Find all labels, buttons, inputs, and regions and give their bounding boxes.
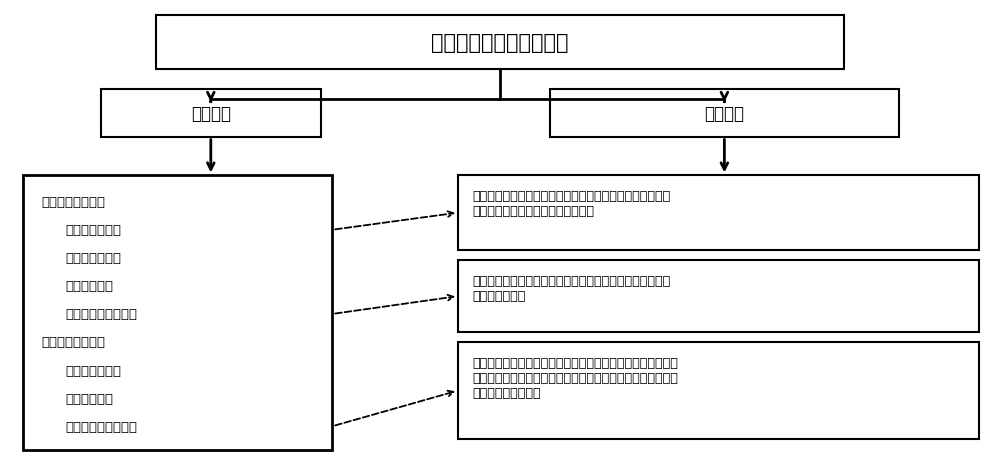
Text: 第一储液器工质储量: 第一储液器工质储量 [65, 420, 137, 433]
Text: 第一储液器饱和压力: 第一储液器饱和压力 [65, 308, 137, 321]
Bar [550, 90, 899, 137]
Text: 通过调节第一球阀的启闭对第一储液器内工质进行迁移、调节
第二球阀的启闭对第一储液器进行工质充注，进而改变第一储
液器内工质储存量。: 通过调节第一球阀的启闭对第一储液器内工质进行迁移、调节 第二球阀的启闭对第一储液… [472, 357, 678, 400]
Text: 影响变量: 影响变量 [191, 105, 231, 122]
Bar [458, 176, 979, 250]
Text: 通过减小第一膨胀阀开度降低预热器进口处工质压力，并确
保工质在预热器进口处为过冷状态。: 通过减小第一膨胀阀开度降低预热器进口处工质压力，并确 保工质在预热器进口处为过冷… [472, 190, 670, 218]
Text: 负相关影响变量：: 负相关影响变量： [41, 336, 105, 349]
Bar [458, 343, 979, 439]
Bar [101, 90, 320, 137]
Text: 第一膨胀阀开度: 第一膨胀阀开度 [65, 224, 121, 237]
Text: 预热器加热量: 预热器加热量 [65, 280, 113, 293]
Text: 冷凝器冷凝量: 冷凝器冷凝量 [65, 392, 113, 405]
Text: 正相关影响变量：: 正相关影响变量： [41, 196, 105, 209]
Text: 工质泵运转频率: 工质泵运转频率 [65, 252, 121, 265]
Text: 管内两相换热区饱和压力: 管内两相换热区饱和压力 [431, 33, 569, 53]
Text: 通过增大载冷剂流量、降低载冷剂进口温度以降低第一储液
器内饱和压力。: 通过增大载冷剂流量、降低载冷剂进口温度以降低第一储液 器内饱和压力。 [472, 274, 670, 302]
Text: 调节方法: 调节方法 [704, 105, 744, 122]
Bar [458, 260, 979, 333]
Bar [23, 176, 332, 450]
Text: 第二膨胀阀开度: 第二膨胀阀开度 [65, 364, 121, 377]
Bar [156, 16, 844, 70]
